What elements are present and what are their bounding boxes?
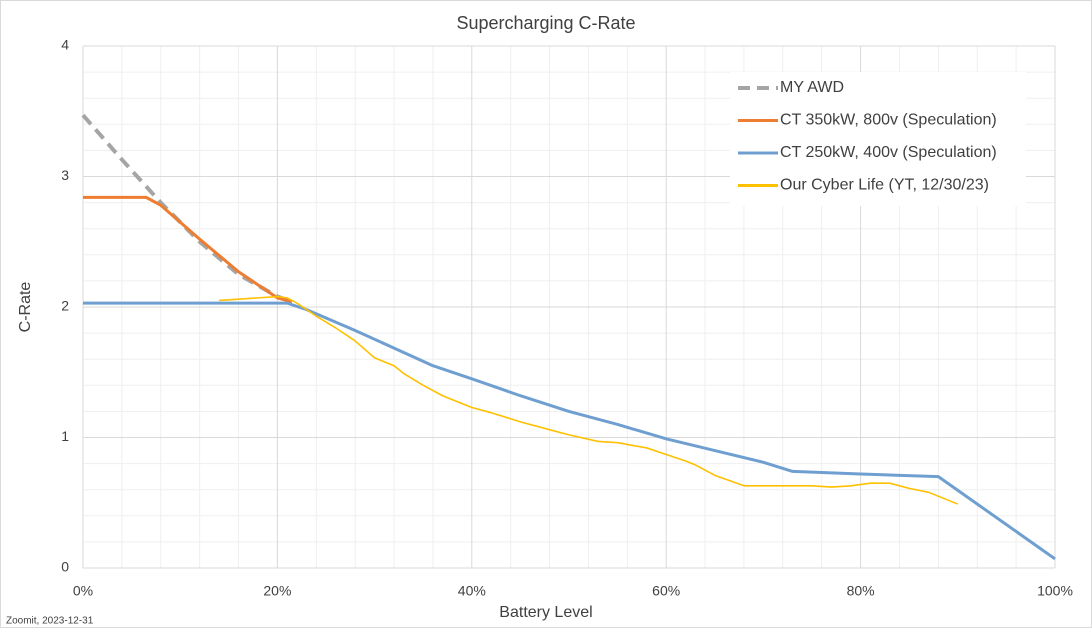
lines <box>81 113 1056 561</box>
x-tick-label: 60% <box>652 583 680 599</box>
legend-label: CT 350kW, 800v (Speculation) <box>780 112 997 129</box>
y-tick-label: 3 <box>61 167 69 183</box>
chart-title: Supercharging C-Rate <box>456 13 635 33</box>
x-tick-label: 40% <box>458 583 486 599</box>
series-line <box>219 295 959 505</box>
x-tick-label: 0% <box>73 583 93 599</box>
legend-box <box>730 72 1026 206</box>
x-tick-label: 100% <box>1037 583 1073 599</box>
legend-label: Our Cyber Life (YT, 12/30/23) <box>780 177 989 194</box>
y-axis-label: C-Rate <box>17 282 34 333</box>
legend-label: MY AWD <box>780 79 844 96</box>
source-note: Zoomit, 2023-12-31 <box>6 616 94 627</box>
y-tick-label: 1 <box>61 428 69 444</box>
series-line <box>83 195 293 304</box>
series-line <box>83 301 1056 561</box>
axes: 0% 20% 40% 60% 80% 100% 0 1 2 3 4 <box>61 37 1073 599</box>
grid <box>82 45 1056 569</box>
y-tick-label: 4 <box>61 37 69 53</box>
x-tick-label: 80% <box>847 583 875 599</box>
y-tick-label: 2 <box>61 298 69 314</box>
x-tick-label: 20% <box>263 583 291 599</box>
legend: MY AWD CT 350kW, 800v (Speculation) CT 250… <box>730 72 1026 206</box>
y-tick-label: 0 <box>61 559 69 575</box>
legend-label: CT 250kW, 400v (Speculation) <box>780 144 997 161</box>
x-axis-label: Battery Level <box>499 604 592 621</box>
